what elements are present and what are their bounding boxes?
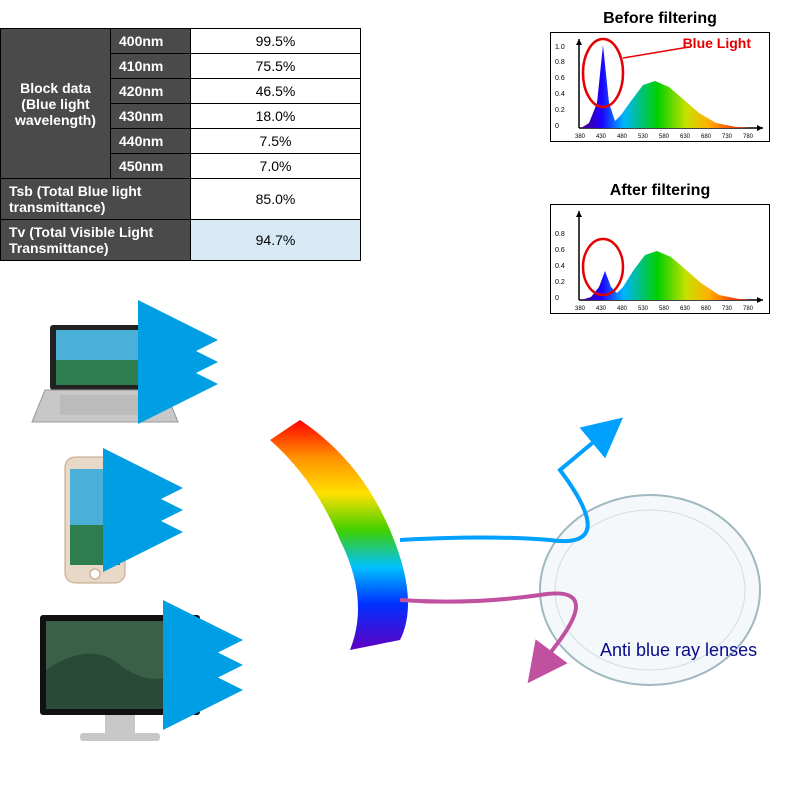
rainbow-prism (270, 420, 408, 650)
lens-label: Anti blue ray lenses (600, 640, 757, 661)
reflected-blue-ray (400, 420, 620, 541)
emission-arrows (0, 0, 800, 800)
blue-light-label: Blue Light (683, 35, 751, 51)
